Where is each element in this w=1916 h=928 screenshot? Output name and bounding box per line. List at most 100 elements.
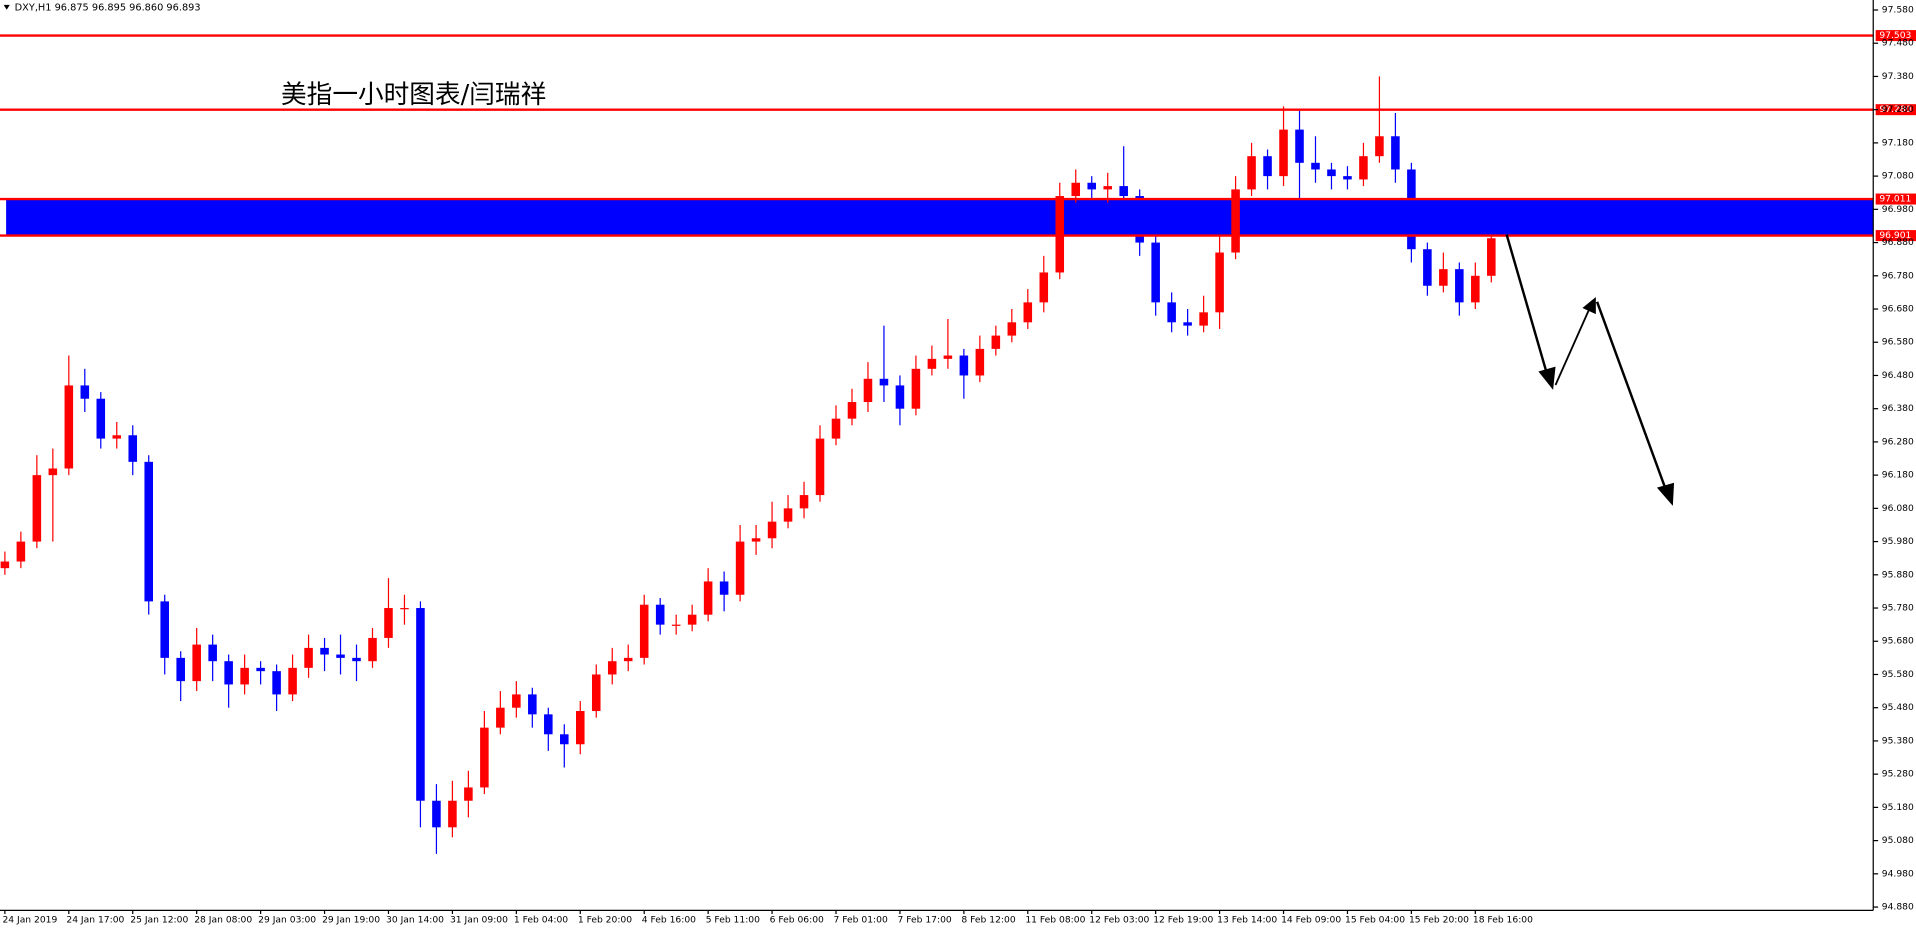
candle-body [1423,249,1432,286]
y-tick-label: 96.280 [1882,436,1914,447]
x-tick-label: 30 Jan 14:00 [386,915,444,926]
x-tick-label: 6 Feb 06:00 [770,915,824,926]
candle-body [400,608,409,610]
y-tick-label: 96.780 [1882,270,1914,281]
y-tick-label: 96.080 [1882,503,1914,514]
candle-body [432,800,441,828]
x-tick-label: 8 Feb 12:00 [961,915,1015,926]
candle-body [416,608,425,801]
y-tick-label: 97.380 [1882,71,1914,82]
candle-body [544,714,553,735]
x-tick-label: 7 Feb 01:00 [834,915,888,926]
candle-body [1471,275,1480,303]
candle-body [1359,156,1368,180]
menu-triangle [3,4,10,10]
y-tick-label: 95.080 [1882,835,1914,846]
x-tick-label: 24 Jan 17:00 [66,915,124,926]
candle-body [991,335,1001,349]
candle-body [448,800,457,828]
candle-body [815,438,825,496]
x-tick-label: 14 Feb 09:00 [1281,915,1341,926]
candle-body [304,647,313,668]
candle-body [1167,302,1176,323]
x-tick-label: 31 Jan 09:00 [450,915,508,926]
candle-body [464,787,473,801]
candle-body [671,624,681,626]
candle-body [1247,156,1256,190]
candle-body [1279,129,1288,177]
symbol-header: DXY,H1 96.875 96.895 96.860 96.893 [15,2,201,13]
arrow-head [1582,296,1596,315]
candle-body [687,614,697,625]
level-label: 97.503 [1879,30,1911,41]
candle-body [1327,169,1336,177]
candle-body [1263,156,1272,177]
candle-body [975,348,985,376]
candle-body [1311,162,1320,170]
resistance-zone [6,199,1874,236]
y-tick-label: 95.180 [1882,802,1914,813]
x-tick-label: 29 Jan 03:00 [258,915,316,926]
x-tick-label: 11 Feb 08:00 [1025,915,1085,926]
y-tick-label: 96.380 [1882,403,1914,414]
y-tick-label: 96.680 [1882,304,1914,315]
x-tick-label: 1 Feb 04:00 [514,915,568,926]
y-tick-label: 97.180 [1882,137,1914,148]
y-tick-label: 97.580 [1882,4,1914,15]
x-tick-label: 7 Feb 17:00 [897,915,951,926]
candle-body [208,644,217,662]
arrow-line [1595,301,1667,490]
x-tick-label: 12 Feb 03:00 [1089,915,1149,926]
y-tick-label: 94.980 [1882,868,1914,879]
candle-body [895,385,905,409]
x-tick-label: 5 Feb 11:00 [706,915,760,926]
x-tick-label: 15 Feb 04:00 [1345,915,1405,926]
x-tick-label: 18 Feb 16:00 [1473,915,1533,926]
candle-body [879,378,889,386]
y-tick-label: 95.380 [1882,735,1914,746]
candle-body [256,667,265,672]
candle-body [607,661,617,675]
y-tick-label: 96.180 [1882,470,1914,481]
x-tick-label: 4 Feb 16:00 [642,915,696,926]
y-tick-label: 94.880 [1882,902,1914,913]
y-tick-label: 95.780 [1882,603,1914,614]
candle-body [799,495,809,509]
candle-body [1439,269,1448,286]
candle-body [831,418,841,439]
candle-body [560,734,569,745]
candle-body [1151,242,1160,303]
candle-body [48,468,58,476]
y-tick-label: 97.080 [1882,171,1914,182]
y-tick-label: 95.280 [1882,769,1914,780]
candle-body [751,538,761,542]
y-tick-label: 95.980 [1882,536,1914,547]
level-label: 96.901 [1879,230,1911,241]
level-label: 97.011 [1879,194,1911,205]
candle-body [639,604,649,658]
forecast-arrows [1505,234,1675,506]
candle-layer [0,76,1496,854]
y-tick-label: 96.880 [1882,237,1914,248]
candle-body [240,667,249,685]
x-tick-label: 1 Feb 20:00 [578,915,632,926]
level-tag [1875,30,1916,42]
candle-body [512,694,521,708]
candle-body [1119,186,1128,197]
candle-body [80,385,90,399]
candle-body [192,644,201,682]
candle-body [496,707,505,728]
candle-body [719,581,729,595]
arrow-head [1656,482,1675,506]
y-tick-label: 95.880 [1882,569,1914,580]
candle-body [1135,196,1144,243]
candle-body [64,385,74,469]
candle-body [288,667,297,695]
candle-body [224,661,233,685]
candle-body [1039,272,1049,303]
x-tick-label: 12 Feb 19:00 [1153,915,1213,926]
candle-body [1343,176,1352,180]
